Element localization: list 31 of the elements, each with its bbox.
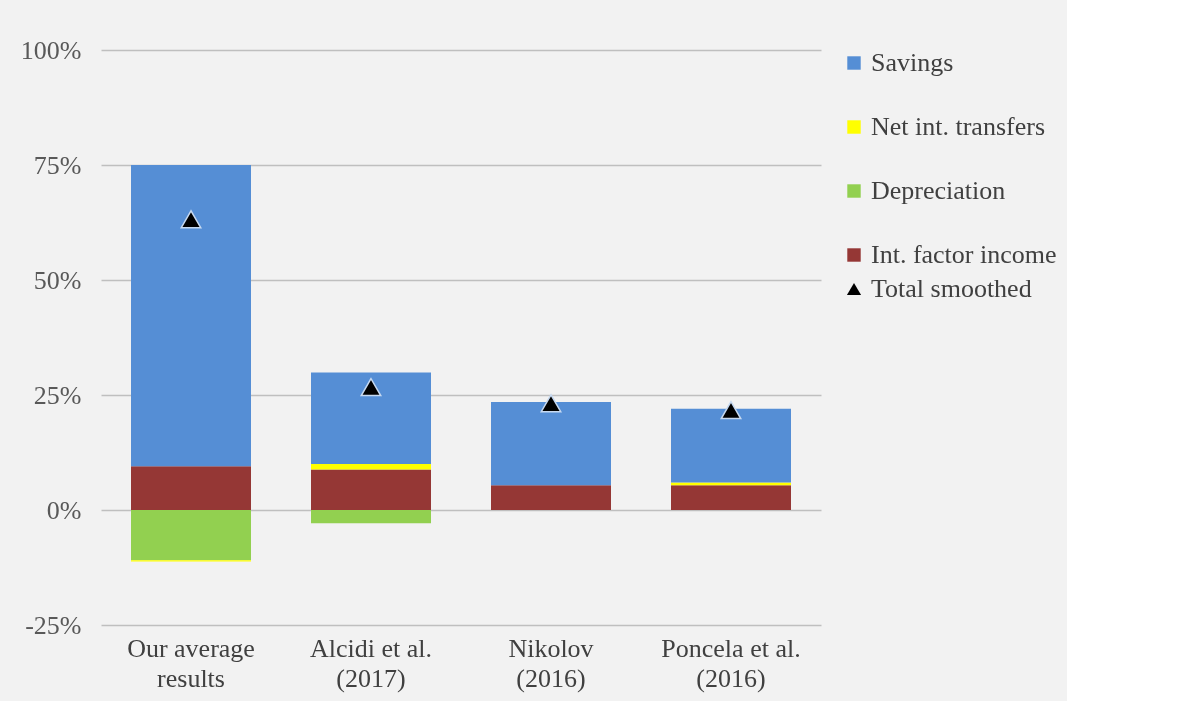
point [180,210,202,229]
bar [311,469,431,510]
y-tick-label: 75% [33,150,82,180]
point [720,400,742,420]
x-tick-label: Our average results [127,633,255,693]
point [540,394,562,413]
bar [311,372,431,464]
legend-label: Int. factor income [871,240,1057,269]
legend-label: Total smoothed [871,274,1032,303]
x-tick-label: Nikolov (2016) [508,633,594,693]
x-tick-label: Poncela et al. (2016) [661,633,801,693]
bar [311,510,431,524]
y-tick-label: 100% [20,35,82,65]
y-tick-label: -25% [25,610,82,640]
bar [491,485,611,510]
legend-label: Savings [871,48,954,77]
y-tick-label: 0% [46,495,82,525]
bar [311,464,431,470]
bar [671,482,791,486]
legend-label: Net int. transfers [871,112,1046,141]
y-tick-label: 50% [33,265,82,295]
bar [131,510,251,561]
y-tick-label: 25% [33,380,82,410]
x-tick-label: Alcidi et al. (2017) [309,633,433,693]
bar [131,466,251,510]
bar [131,165,251,467]
bar [671,408,791,483]
legend-label: Depreciation [871,176,1006,205]
bar [491,401,611,486]
point [360,377,382,397]
bar [671,485,791,510]
